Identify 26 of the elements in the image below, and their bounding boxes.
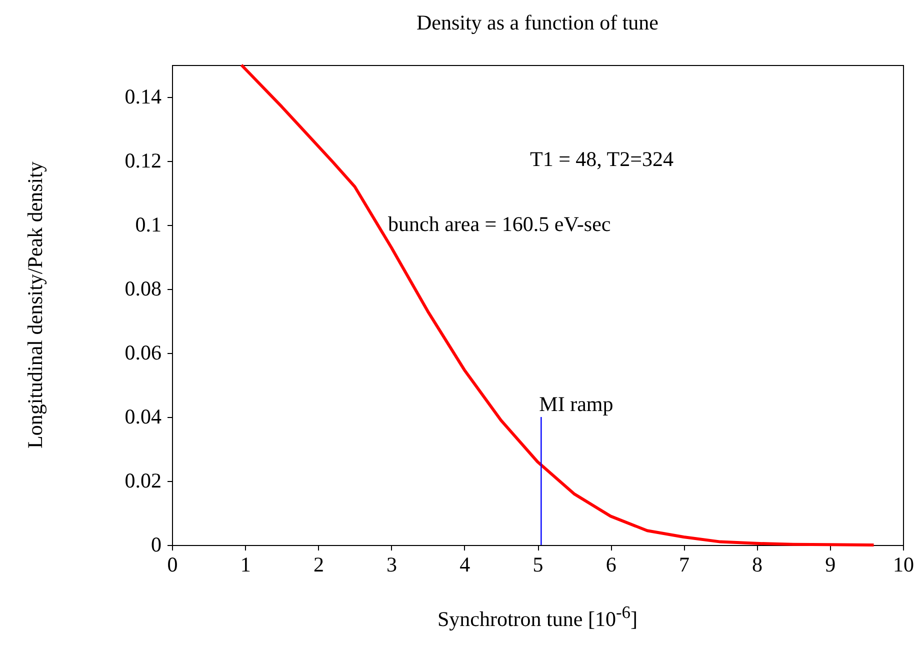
x-tick-label: 8 xyxy=(752,552,763,576)
x-axis-title: Synchrotron tune [10$^{-6}$] xyxy=(436,602,639,632)
x-tick-label: 2 xyxy=(313,552,324,576)
y-tick-label: 0.06 xyxy=(124,340,162,364)
y-tick-label: 0.14 xyxy=(124,84,162,108)
x-tick-label: 1 xyxy=(240,552,251,576)
x-tick-label: 7 xyxy=(678,552,690,576)
y-axis-title: Longitudinal density/Peak density xyxy=(23,162,48,448)
annotation: bunch area = 160.5 eV-sec xyxy=(388,212,611,236)
x-tick-label: 5 xyxy=(532,552,544,576)
x-tick-label: 10 xyxy=(893,552,914,576)
line-series xyxy=(240,64,876,546)
x-tick-label: 3 xyxy=(386,552,398,576)
y-tick-label: 0 xyxy=(151,532,162,556)
x-tick-label: 4 xyxy=(460,552,471,576)
y-tick-label: 0.08 xyxy=(124,276,162,300)
series-label: MI ramp xyxy=(539,392,614,416)
y-tick-label: 0.04 xyxy=(124,404,162,428)
x-tick-label: 0 xyxy=(167,552,178,576)
x-tick-label: 9 xyxy=(825,552,836,576)
annotation: T1 = 48, T2=324 xyxy=(530,147,674,171)
y-tick-label: 0.02 xyxy=(124,468,162,492)
chart-title: Density as a function of tune xyxy=(416,10,659,34)
y-tick-label: 0.1 xyxy=(135,212,162,236)
y-tick-label: 0.12 xyxy=(124,148,162,172)
x-tick-label: 6 xyxy=(606,552,616,576)
